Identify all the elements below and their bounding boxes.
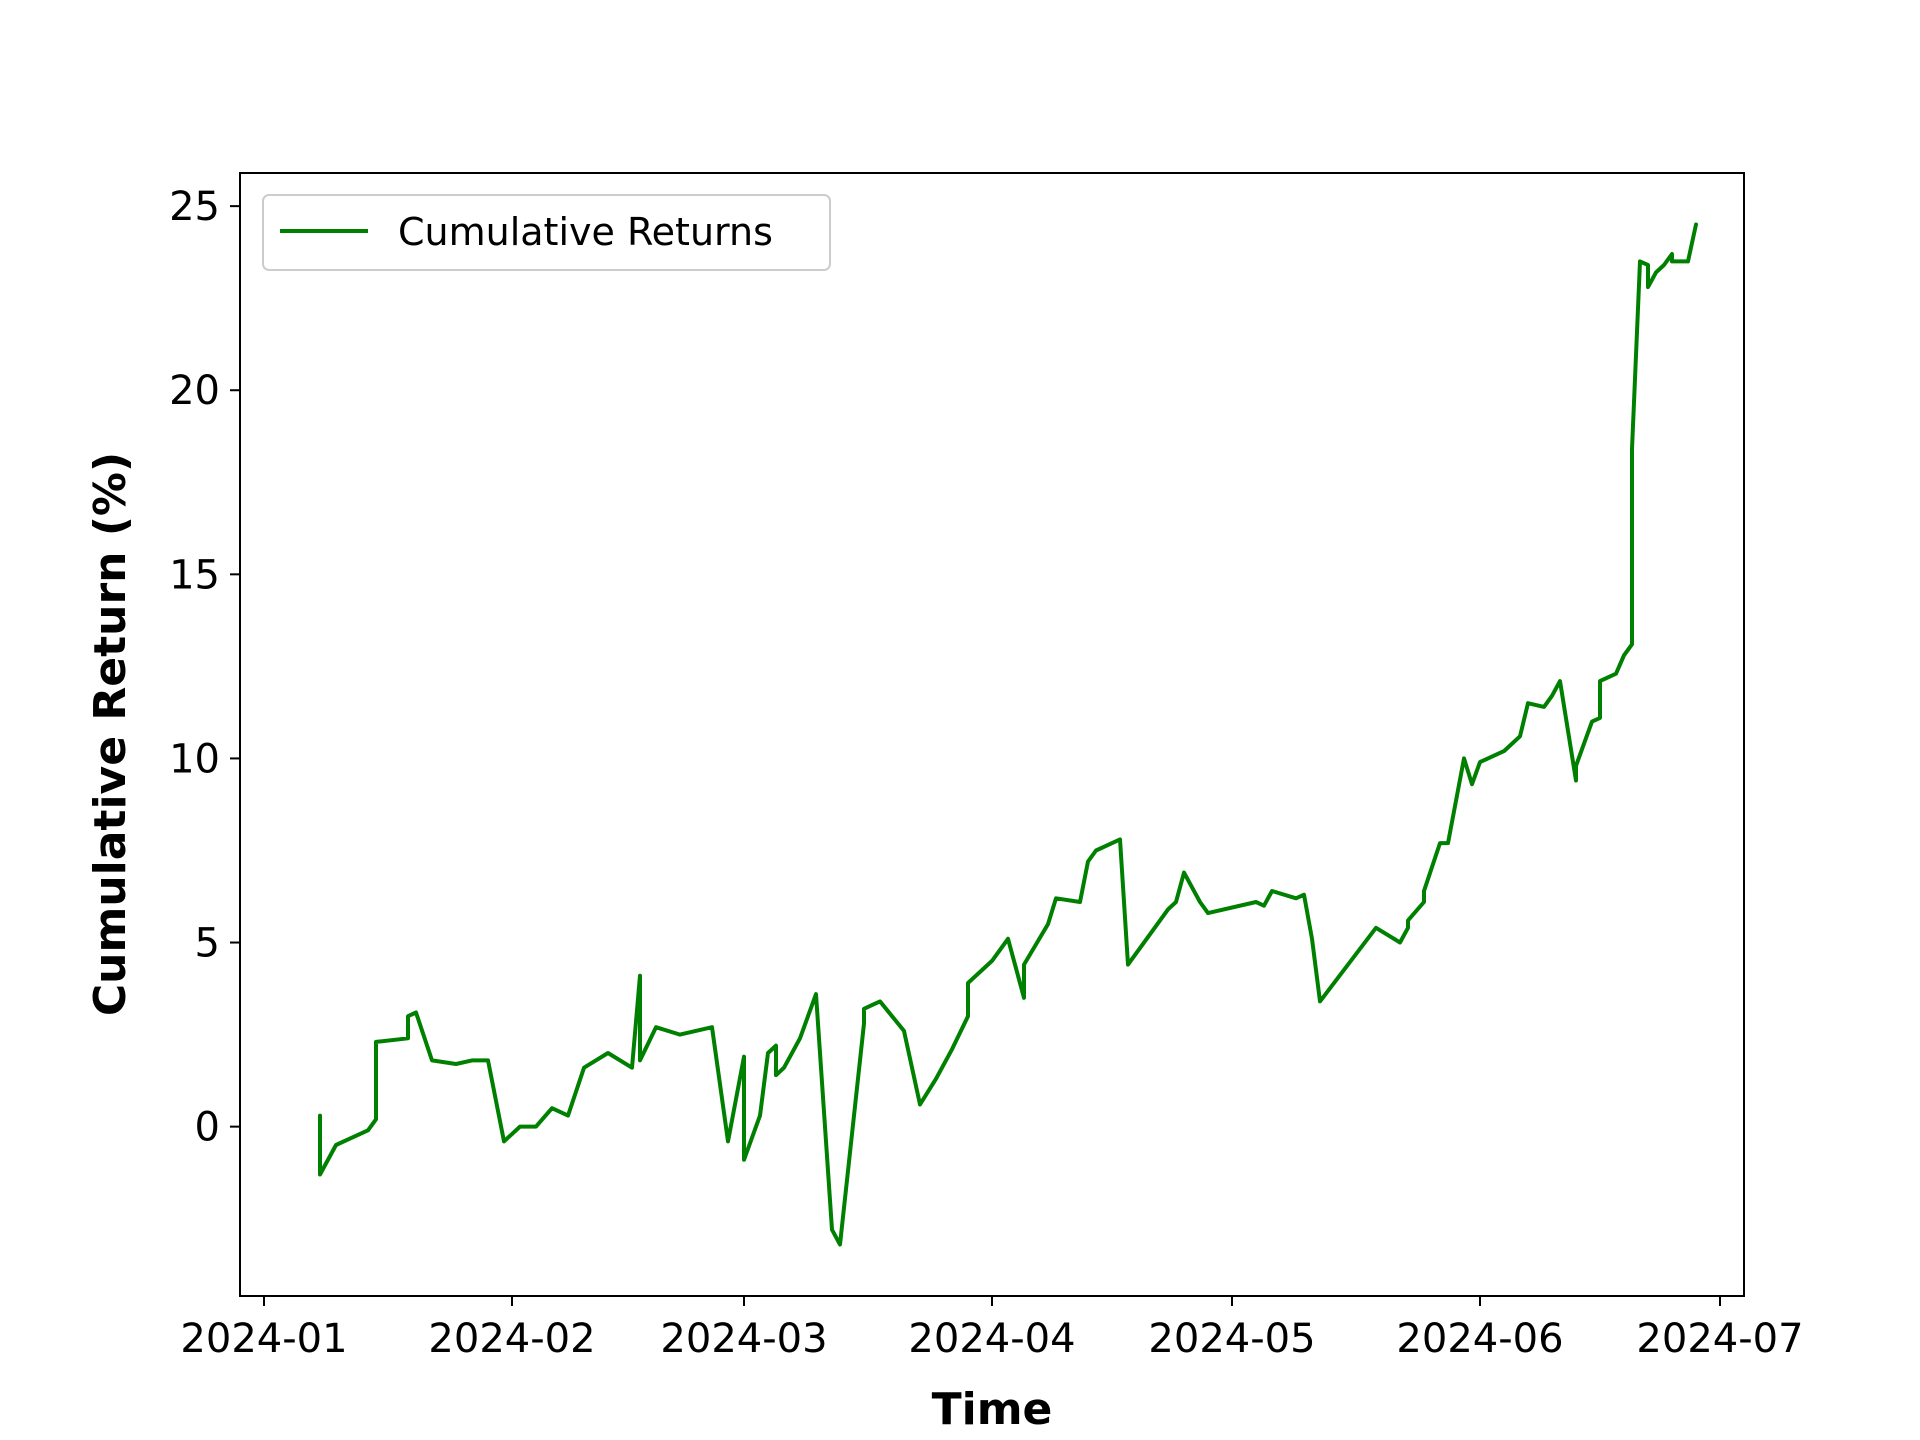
y-axis: 0 5 10 15 20 25 [169, 184, 240, 1151]
y-tick-label: 20 [169, 368, 220, 414]
y-tick-label: 15 [169, 552, 220, 598]
x-tick-label: 2024-03 [660, 1316, 827, 1362]
x-tick-label: 2024-04 [908, 1316, 1075, 1362]
series-line-cumulative-returns [318, 222, 1698, 1247]
legend: Cumulative Returns [262, 194, 831, 271]
y-tick-label: 0 [195, 1105, 220, 1151]
x-axis-title: Time [932, 1384, 1053, 1435]
x-axis: 2024-01 2024-02 2024-03 2024-04 2024-05 2024-… [180, 1296, 1804, 1362]
y-axis-title: Cumulative Return (%) [85, 452, 136, 1016]
legend-label-cumulative-returns: Cumulative Returns [398, 210, 773, 254]
y-tick-label: 25 [169, 184, 220, 230]
x-tick-label: 2024-01 [180, 1316, 347, 1362]
x-tick-label: 2024-06 [1396, 1316, 1563, 1362]
x-tick-label: 2024-05 [1148, 1316, 1315, 1362]
y-tick-label: 10 [169, 736, 220, 782]
x-tick-label: 2024-07 [1636, 1316, 1803, 1362]
plot-area [318, 222, 1698, 1247]
legend-box [262, 194, 831, 271]
x-tick-label: 2024-02 [428, 1316, 595, 1362]
y-tick-label: 5 [195, 921, 220, 967]
